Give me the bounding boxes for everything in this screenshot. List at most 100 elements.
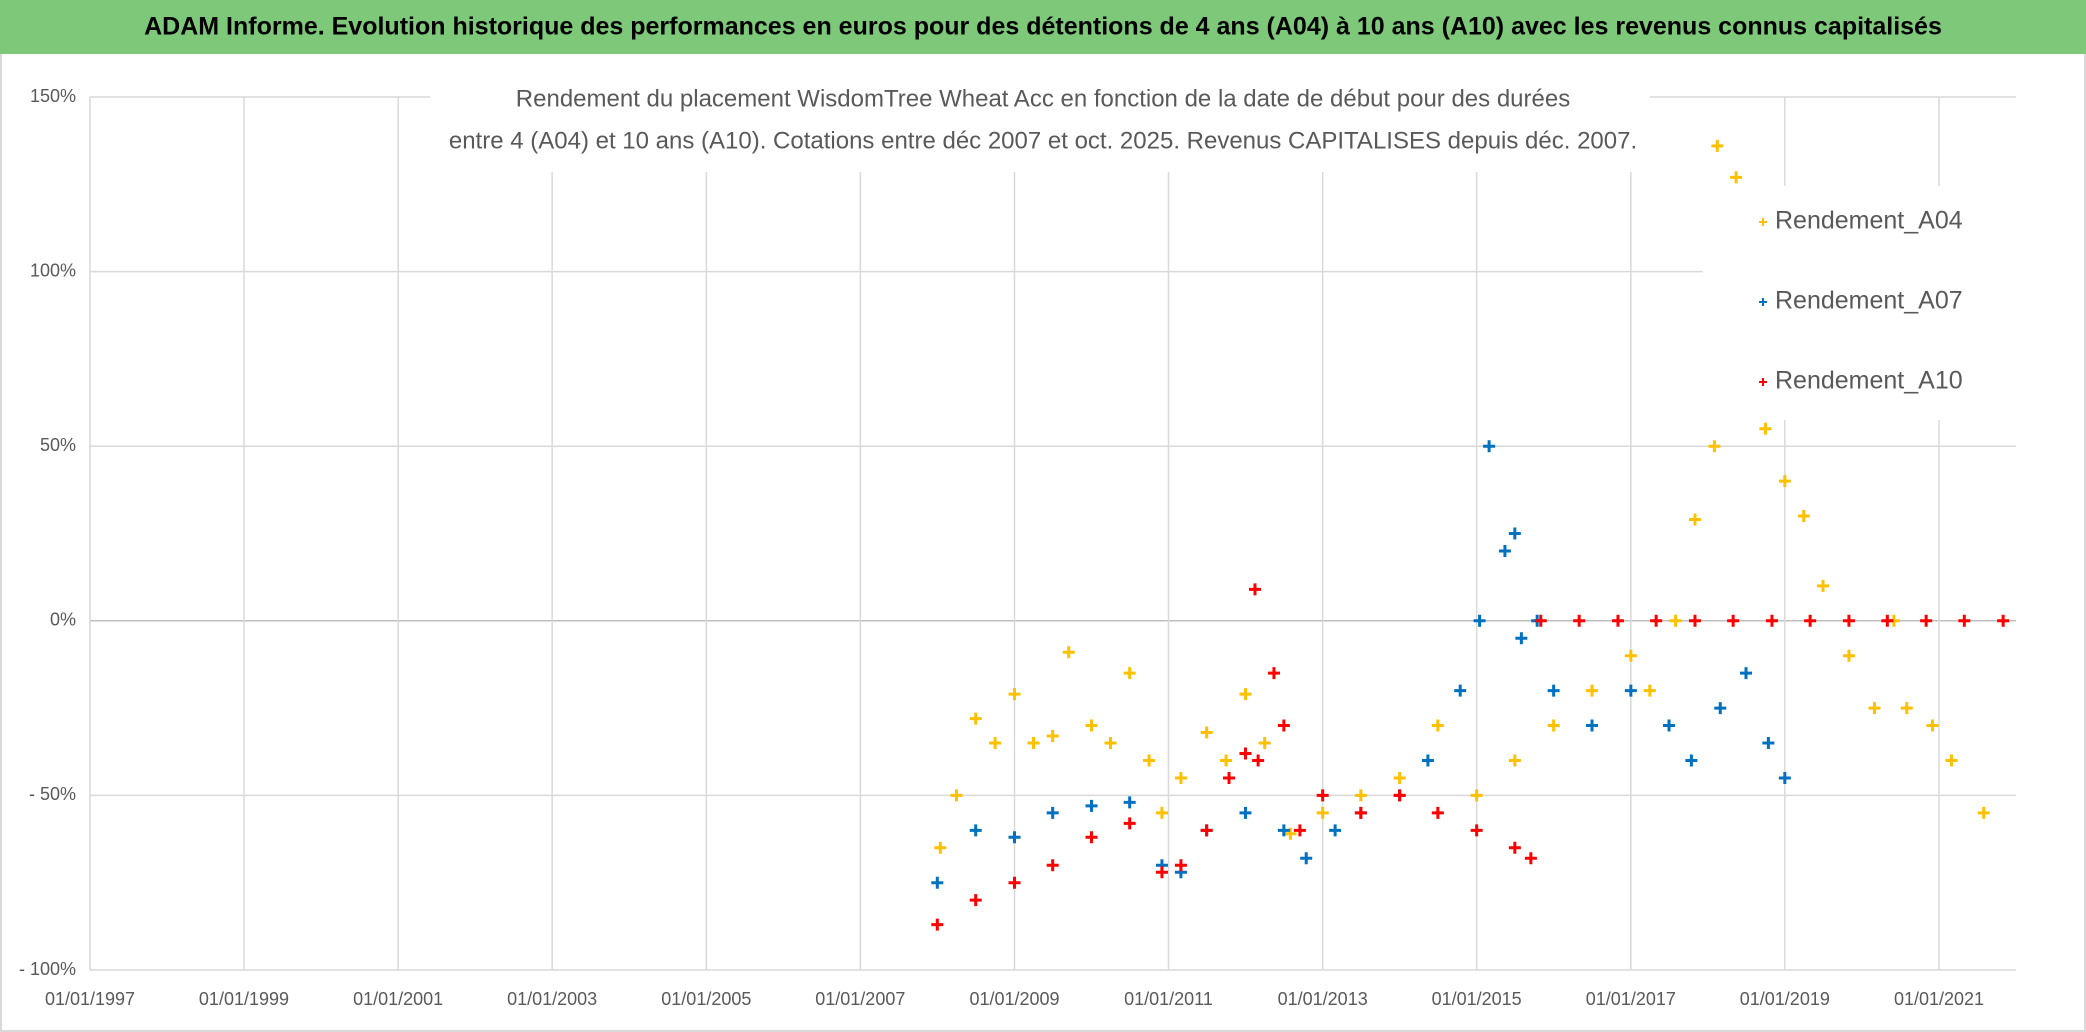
point — [1316, 789, 1329, 802]
x-tick-label: 01/01/2019 — [1740, 989, 1830, 1009]
point — [1508, 841, 1521, 854]
point — [1329, 824, 1342, 837]
point — [1393, 789, 1406, 802]
point — [1762, 737, 1775, 750]
point — [1547, 719, 1560, 732]
point — [1797, 510, 1810, 523]
point — [1817, 579, 1829, 592]
point — [969, 894, 982, 907]
point — [1881, 614, 1894, 627]
header-band — [0, 0, 2086, 54]
point — [1239, 747, 1252, 760]
point — [1252, 754, 1265, 767]
point — [1085, 719, 1098, 732]
point — [969, 824, 982, 837]
x-tick-label: 01/01/2005 — [661, 989, 751, 1009]
point — [1027, 737, 1040, 750]
point — [1174, 771, 1187, 784]
point — [1354, 806, 1367, 819]
point — [1842, 614, 1855, 627]
point — [1740, 667, 1753, 680]
point — [1155, 866, 1168, 879]
y-tick-label: 50% — [40, 435, 76, 455]
point — [1421, 754, 1434, 767]
point — [1239, 806, 1252, 819]
point — [1220, 754, 1233, 767]
point — [1239, 688, 1252, 701]
point — [1008, 688, 1021, 701]
point — [1431, 719, 1444, 732]
x-tick-label: 01/01/2013 — [1278, 989, 1368, 1009]
point — [1685, 754, 1698, 767]
point — [1778, 771, 1791, 784]
point — [931, 876, 944, 889]
y-tick-label: - 50% — [29, 784, 76, 804]
point — [1143, 754, 1156, 767]
point — [1155, 806, 1168, 819]
y-tick-label: - 100% — [19, 959, 76, 979]
point — [1759, 422, 1772, 435]
legend-marker — [1759, 298, 1767, 306]
legend-label: Rendement_A10 — [1775, 367, 1963, 395]
title-bg — [430, 80, 1650, 172]
point — [1470, 789, 1483, 802]
point — [1997, 614, 2010, 627]
chart-title: entre 4 (A04) et 10 ans (A10). Cotations… — [449, 127, 1637, 154]
point — [1277, 719, 1290, 732]
point — [1046, 806, 1059, 819]
point — [989, 737, 1002, 750]
point — [1483, 440, 1496, 453]
point — [1586, 719, 1599, 732]
point — [1868, 702, 1881, 715]
point — [934, 841, 947, 854]
point — [1977, 806, 1990, 819]
point — [1727, 614, 1740, 627]
point — [1708, 440, 1721, 453]
point — [1470, 824, 1483, 837]
point — [1573, 614, 1586, 627]
point — [1920, 614, 1933, 627]
legend: Rendement_A04 Rendement_A07 Rendement_A10 — [1703, 186, 2016, 420]
point — [1393, 771, 1406, 784]
point — [1669, 614, 1682, 627]
point — [1842, 649, 1855, 662]
point — [1293, 824, 1306, 837]
point — [1300, 852, 1313, 865]
x-tick-label: 01/01/2021 — [1894, 989, 1984, 1009]
y-tick-label: 150% — [30, 86, 76, 106]
point — [1062, 646, 1075, 659]
y-tick-label: 0% — [50, 610, 76, 630]
point — [1624, 684, 1637, 697]
point — [1046, 730, 1059, 743]
point — [1663, 719, 1676, 732]
x-tick-label: 01/01/1999 — [199, 989, 289, 1009]
point — [1611, 614, 1624, 627]
point — [1454, 684, 1467, 697]
point — [1008, 831, 1021, 844]
point — [1008, 876, 1021, 889]
point — [1248, 583, 1261, 596]
point — [1534, 614, 1547, 627]
point — [1524, 852, 1537, 865]
point — [931, 918, 944, 931]
point — [1643, 684, 1656, 697]
point — [1277, 824, 1290, 837]
point — [1711, 139, 1724, 152]
x-tick-label: 01/01/2007 — [815, 989, 905, 1009]
point — [1354, 789, 1367, 802]
x-tick-label: 01/01/1997 — [45, 989, 135, 1009]
x-tick-label: 01/01/2009 — [969, 989, 1059, 1009]
x-tick-label: 01/01/2017 — [1586, 989, 1676, 1009]
legend-box — [1703, 186, 2016, 420]
point — [1765, 614, 1778, 627]
point — [1958, 614, 1971, 627]
point — [1586, 684, 1599, 697]
x-tick-label: 01/01/2001 — [353, 989, 443, 1009]
x-tick-label: 01/01/2015 — [1432, 989, 1522, 1009]
point — [1046, 859, 1059, 872]
point — [1174, 859, 1187, 872]
point — [1123, 667, 1136, 680]
x-tick-label: 01/01/2011 — [1124, 989, 1213, 1009]
point — [1267, 667, 1280, 680]
point — [1900, 702, 1913, 715]
